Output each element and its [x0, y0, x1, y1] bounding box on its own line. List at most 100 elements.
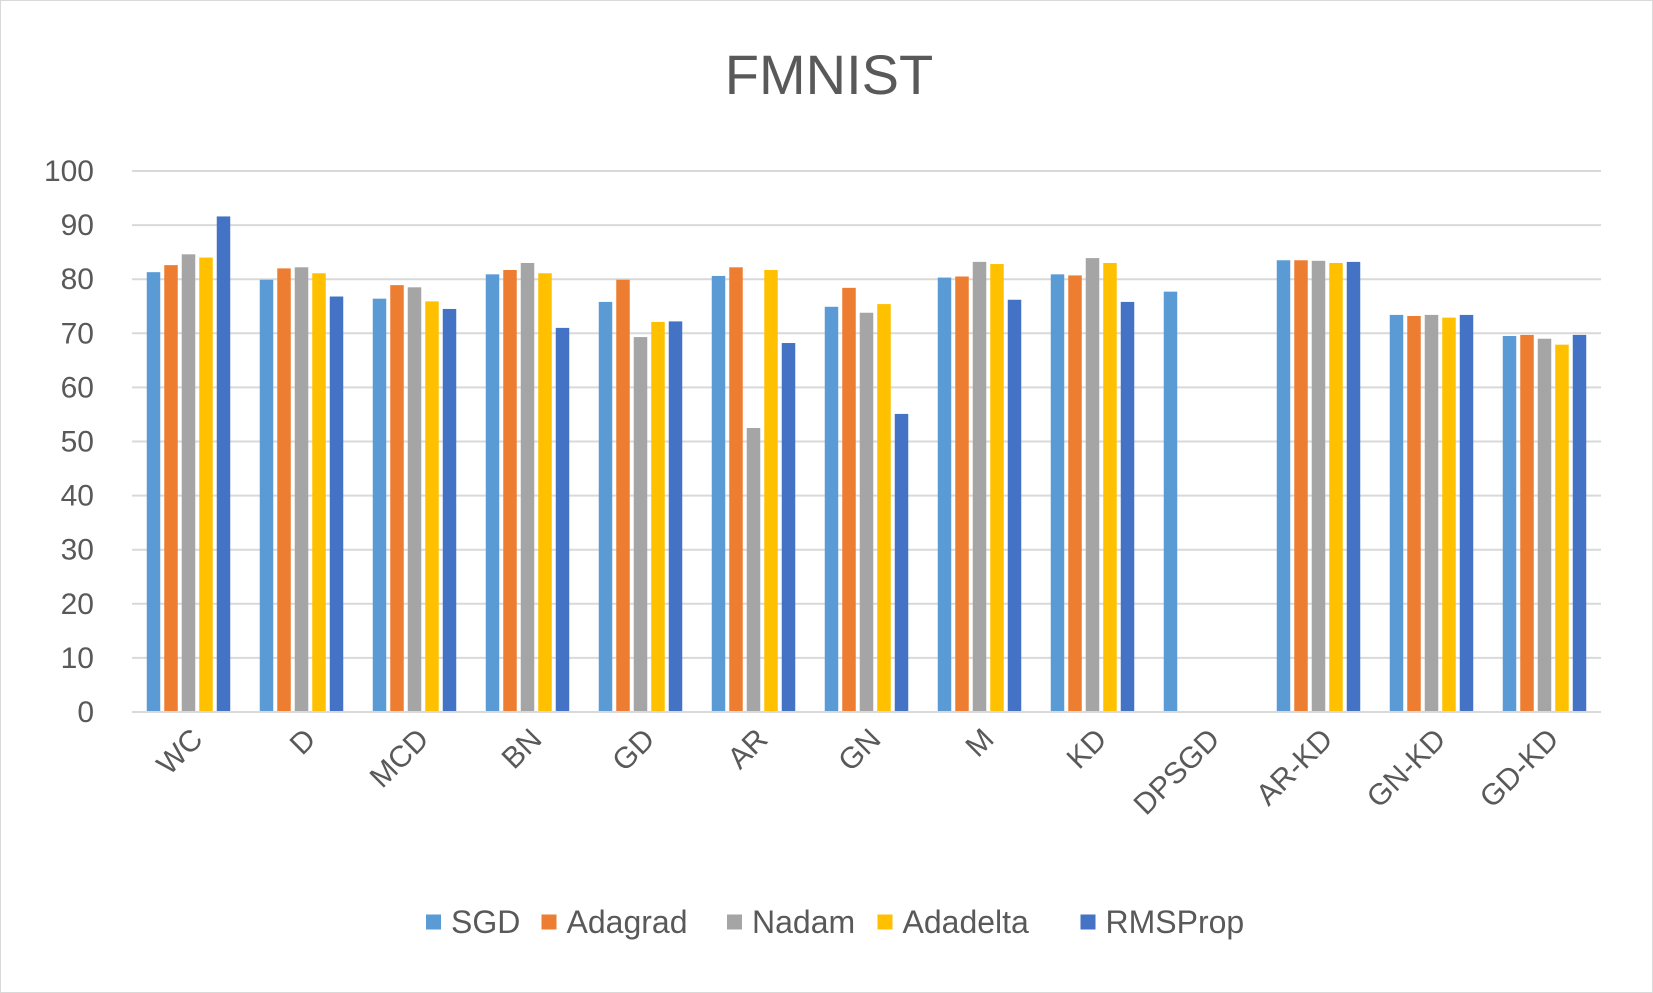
- bar-adagrad-gd: [616, 279, 630, 712]
- bar-adadelta-d: [312, 273, 326, 712]
- x-axis-category-labels: WC D MCD BN GD AR GN M KD DPSGD AR-KD GN-KD GD-KD: [151, 723, 1566, 822]
- bar-nadam-gd-kd: [1537, 338, 1552, 712]
- bar-adagrad-ar: [729, 267, 743, 712]
- y-tick-label: 70: [61, 317, 94, 350]
- y-tick-label: 50: [61, 426, 94, 459]
- bar-rmsprop-gn: [894, 413, 909, 712]
- y-tick-label: 90: [61, 209, 94, 242]
- x-tick-label: DPSGD: [1128, 723, 1227, 822]
- legend-swatch: [877, 914, 893, 930]
- x-tick-label: AR: [722, 723, 775, 776]
- bar-adadelta-kd: [1103, 262, 1117, 712]
- y-axis-tick-labels: 0 10 20 30 40 50 60 70 80 90 100: [44, 155, 94, 729]
- legend-swatch: [1080, 914, 1096, 930]
- x-tick-label: GN: [832, 723, 887, 778]
- bar-sgd-mcd: [372, 298, 387, 712]
- y-tick-label: 40: [61, 480, 94, 513]
- bar-adagrad-wc: [164, 265, 178, 712]
- bar-adadelta-m: [990, 264, 1004, 712]
- legend-swatch: [541, 914, 557, 930]
- bar-rmsprop-kd: [1120, 301, 1135, 712]
- x-tick-label: WC: [151, 723, 210, 782]
- bar-nadam-wc: [181, 254, 196, 712]
- bar-rmsprop-wc: [216, 216, 231, 712]
- bar-adagrad-d: [277, 268, 291, 712]
- y-tick-label: 10: [61, 642, 94, 675]
- bar-sgd-dpsgd: [1163, 291, 1178, 712]
- bar-sgd-ar: [711, 275, 726, 712]
- x-tick-label: KD: [1061, 723, 1114, 776]
- legend-item-rmsprop: RMSProp: [1080, 904, 1245, 940]
- bar-nadam-ar-kd: [1311, 260, 1326, 712]
- bar-sgd-gn-kd: [1389, 314, 1404, 712]
- legend-item-sgd: SGD: [426, 904, 520, 940]
- x-tick-label: GN-KD: [1361, 723, 1453, 815]
- x-tick-label: GD-KD: [1474, 723, 1566, 815]
- x-tick-label: MCD: [364, 723, 436, 795]
- bar-nadam-m: [972, 261, 987, 712]
- bar-nadam-kd: [1085, 258, 1100, 712]
- legend-swatch: [727, 914, 742, 930]
- bar-sgd-kd: [1050, 274, 1065, 712]
- bar-adagrad-bn: [503, 270, 517, 712]
- bar-sgd-bn: [485, 274, 500, 712]
- x-tick-label: AR-KD: [1250, 723, 1339, 812]
- bar-nadam-ar: [746, 427, 761, 712]
- bar-sgd-gn: [824, 306, 839, 712]
- chart-title: FMNIST: [725, 43, 933, 106]
- legend-label: Nadam: [752, 904, 855, 940]
- bar-adagrad-gn-kd: [1407, 315, 1421, 712]
- bar-rmsprop-mcd: [442, 308, 457, 712]
- y-tick-label: 20: [61, 588, 94, 621]
- bar-sgd-m: [937, 277, 952, 712]
- bar-adadelta-gn: [877, 304, 891, 712]
- bar-rmsprop-gd-kd: [1572, 334, 1587, 712]
- bar-sgd-d: [259, 279, 274, 712]
- bar-nadam-gn: [859, 312, 874, 712]
- bar-nadam-bn: [520, 262, 535, 712]
- legend-label: Adadelta: [903, 904, 1030, 940]
- bar-adadelta-wc: [199, 257, 213, 712]
- x-tick-label: M: [959, 723, 1000, 764]
- bar-adadelta-gd: [651, 321, 665, 712]
- bar-rmsprop-ar: [781, 343, 796, 712]
- bar-adagrad-m: [955, 276, 969, 712]
- bar-adadelta-bn: [538, 273, 552, 712]
- bar-nadam-mcd: [407, 287, 422, 712]
- bar-rmsprop-gd: [668, 321, 683, 712]
- bar-adagrad-ar-kd: [1294, 260, 1308, 712]
- y-tick-label: 100: [44, 155, 94, 188]
- bar-adadelta-gd-kd: [1555, 344, 1569, 712]
- bar-adadelta-gn-kd: [1442, 317, 1456, 712]
- bar-adagrad-kd: [1068, 275, 1082, 712]
- bar-adadelta-mcd: [425, 301, 439, 712]
- x-tick-label: BN: [496, 723, 549, 776]
- y-tick-label: 60: [61, 371, 94, 404]
- bars: [146, 216, 1587, 712]
- y-tick-label: 80: [61, 263, 94, 296]
- bar-adadelta-ar-kd: [1329, 262, 1343, 712]
- legend-item-adagrad: Adagrad: [541, 904, 688, 940]
- bar-adagrad-mcd: [390, 285, 404, 712]
- legend-label: Adagrad: [567, 904, 688, 940]
- bar-sgd-ar-kd: [1276, 260, 1291, 712]
- legend-label: SGD: [451, 904, 520, 940]
- bar-adadelta-ar: [764, 270, 778, 712]
- bar-sgd-wc: [146, 272, 161, 712]
- bar-sgd-gd: [598, 301, 613, 712]
- bar-adagrad-gd-kd: [1520, 334, 1534, 712]
- bar-nadam-gd: [633, 337, 648, 712]
- legend-label: RMSProp: [1106, 904, 1245, 940]
- bar-adagrad-gn: [842, 287, 856, 712]
- y-tick-label: 0: [77, 696, 94, 729]
- x-tick-label: D: [284, 723, 323, 762]
- bar-rmsprop-bn: [555, 327, 570, 712]
- bar-sgd-gd-kd: [1502, 336, 1517, 712]
- legend-item-adadelta: Adadelta: [877, 904, 1030, 940]
- x-tick-label: GD: [606, 723, 661, 778]
- legend: SGD Adagrad Nadam Adadelta RMSProp: [426, 904, 1244, 940]
- bar-rmsprop-d: [329, 296, 344, 712]
- bar-nadam-d: [294, 267, 309, 712]
